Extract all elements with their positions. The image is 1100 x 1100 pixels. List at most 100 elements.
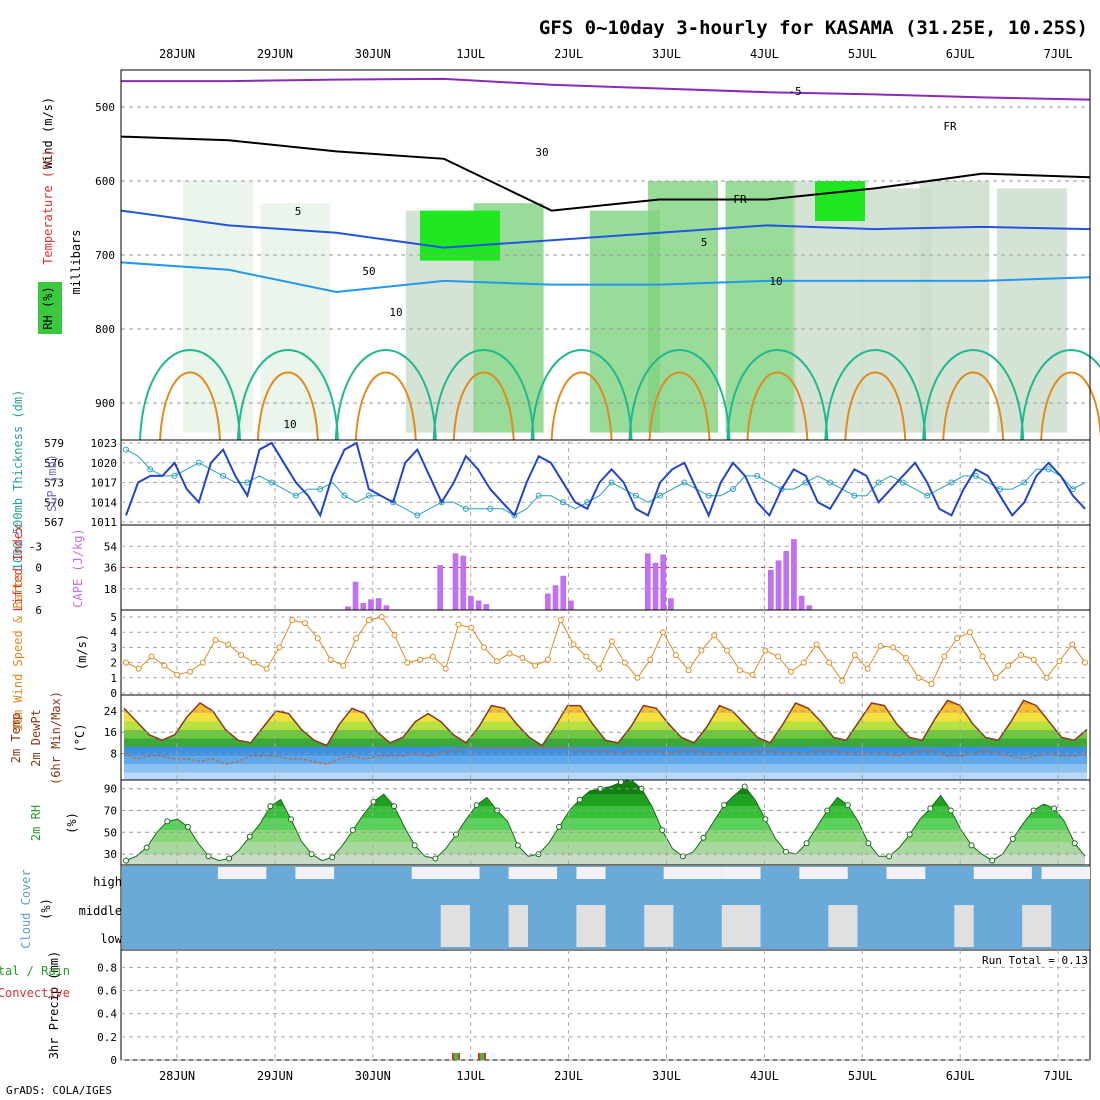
slp-ytick-label: 1014 [91,496,118,509]
thickness-marker [1045,466,1052,473]
warm-contour [452,371,515,441]
cape-bar [560,575,567,610]
rh-marker [989,857,996,864]
date-label-top: 30JUN [355,47,391,61]
cape-bar [552,585,559,610]
cloud-gap-high [886,867,926,879]
rh-ylabel: 2m RH (%) [29,805,79,841]
wind-speed-line [125,616,1086,685]
precip-bar-inner [454,1053,458,1060]
cape-bar [468,595,474,610]
cape-bar [483,604,490,610]
wind-speed-marker [954,635,961,642]
warm-contour [648,371,711,441]
wind-speed-marker [992,674,999,681]
wind-speed-marker [1005,662,1012,669]
warm-contour [550,371,613,441]
rh-ytick-label: 90 [104,783,117,796]
cloud-gap-low [828,905,858,947]
wind-speed-marker [941,653,948,660]
rh-marker [267,803,274,810]
thickness-marker [365,492,372,499]
contour-label: 10 [769,275,782,288]
thickness-marker [535,492,542,499]
wind-speed-marker [340,662,347,669]
rh-shade-region [725,181,796,433]
contour-label: 10 [389,306,402,319]
wind-speed-marker [1056,658,1063,665]
thickness-marker [147,466,154,473]
temp-ytick-label: 8 [110,747,117,760]
upper-ytick-label: 600 [95,175,115,188]
cape-bar [652,562,659,610]
wind-speed-marker [621,659,628,666]
upper-ylabel-temperature: Temperature (°C) [41,149,55,265]
date-label-bottom: 5JUL [848,1069,877,1083]
upper-ytick-label: 500 [95,101,115,114]
cloud-gap-low [440,905,470,947]
wind-ytick-label: 4 [110,626,117,639]
rh-marker [1071,840,1078,847]
cape-bar [660,554,667,610]
cape-bar [668,598,674,610]
panels: 500600700800900-5FRFR5510101030501011101… [29,47,1100,1083]
warm-contour [844,371,907,441]
temp-line [123,699,1088,747]
upper-ytick-label: 700 [95,249,115,262]
slp-ylabel: SLP (mb) 1000-500mb Thickness (dm) [11,390,59,571]
thickness-marker [438,499,445,506]
warm-contour-outer [628,349,731,441]
rh-line [125,779,1086,862]
run-total: Run Total = 0.13 [982,954,1088,967]
cloud-row-high: high [93,875,122,889]
thickness-marker [171,472,178,479]
thickness-marker [681,479,688,486]
rh-marker [556,823,563,830]
wind-speed-marker [864,665,871,672]
wind-speed-marker [736,667,743,674]
temp-band [124,737,1087,747]
precip-ytick-label: 0.2 [97,1031,117,1044]
rh-legend-swatch [38,282,62,334]
rh-marker [762,816,769,823]
dewpoint-line [123,747,1088,765]
temp-band [124,771,1087,780]
rh-shade-region [793,181,864,433]
warm-contour [354,371,417,441]
upper-ytick-label: 900 [95,397,115,410]
upper-ylabel-wind: Wind (m/s) [41,97,55,169]
thickness-marker [851,492,858,499]
wind-speed-marker [890,644,897,651]
rh-shade-region [260,203,331,433]
date-label-top: 3JUL [652,47,681,61]
wind-speed-marker [596,665,603,672]
wind-speed-marker [915,674,922,681]
wind-speed-marker [148,653,155,660]
temp-ylabel-unit: (°C) [73,724,87,753]
rh-marker [164,818,171,825]
isotherm-line [121,77,1091,101]
wind-speed-marker [455,621,462,628]
wind-speed-marker [787,668,794,675]
cape-bar [475,600,482,610]
thickness-marker [268,479,275,486]
warm-contour-outer [139,349,241,441]
cape-ylabel-li: Lifted Index [11,525,25,612]
cape-bar [352,581,359,610]
wind-speed-marker [289,617,296,624]
rh-marker [205,853,212,860]
contour-label: FR [733,193,747,206]
cloud-gap-high [217,867,267,879]
wind-speed-marker [468,624,475,631]
slp-ytick-label: 1017 [91,477,118,490]
wind-speed-marker [532,662,539,669]
cloud-gap-high [508,867,558,879]
wind-speed-marker [698,647,705,654]
thickness-marker [608,479,615,486]
thickness-ytick-label: 576 [44,457,64,470]
wind-speed-marker [314,635,321,642]
thickness-marker [220,472,227,479]
rh-marker [865,840,872,847]
thickness-marker [924,492,931,499]
wind-speed-marker [775,653,782,660]
